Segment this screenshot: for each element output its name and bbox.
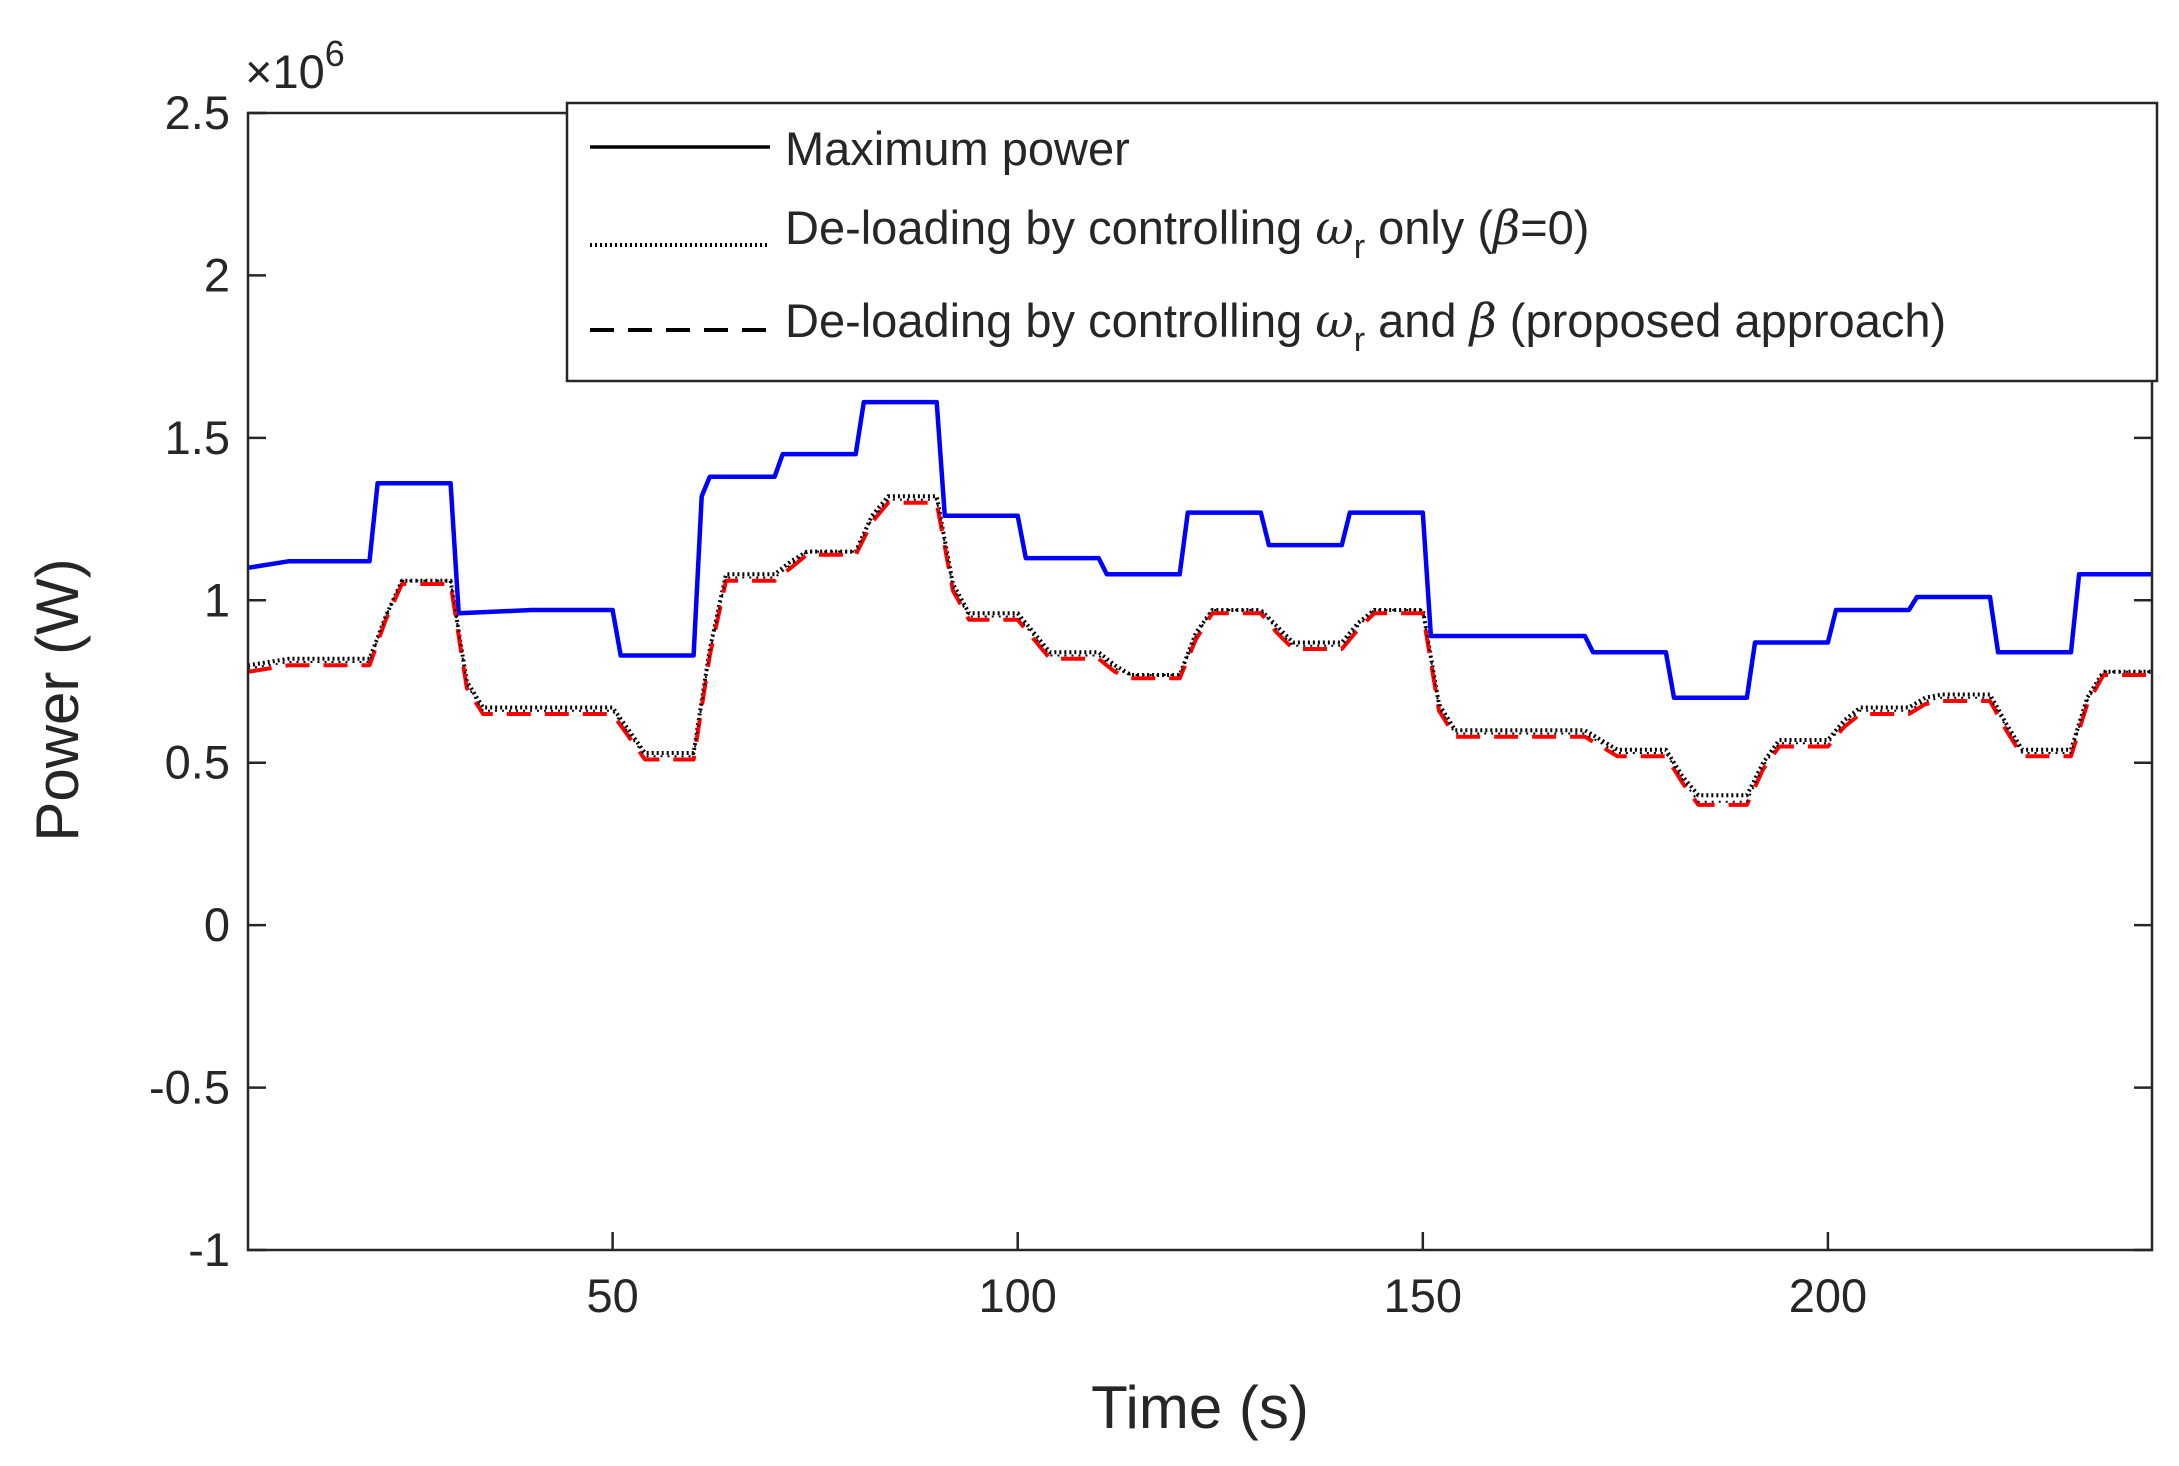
series-layer	[248, 399, 2152, 807]
y-axis-exponent-power: 6	[325, 33, 345, 74]
y-tick-label: 2	[204, 248, 230, 301]
x-tick-label: 200	[1789, 1269, 1867, 1322]
legend-box	[565, 101, 2159, 383]
y-tick-label: 0	[204, 898, 230, 951]
legend-label-omega-only: De-loading by controlling ωr only (β=0)	[785, 201, 1589, 266]
series-line-1	[248, 399, 2152, 700]
y-tick-label: -0.5	[149, 1061, 230, 1114]
x-tick-label: 150	[1384, 1269, 1462, 1322]
series-line-3	[248, 500, 2152, 807]
legend-label-omega-beta: De-loading by controlling ωr and β (prop…	[785, 294, 1946, 359]
legend-label-max-power: Maximum power	[785, 122, 1130, 175]
x-axis-title: Time (s)	[1091, 1374, 1309, 1441]
y-axis-exponent-base: ×10	[245, 45, 325, 98]
y-axis-title: Power (W)	[24, 558, 91, 841]
x-tick-label: 50	[586, 1269, 638, 1322]
y-tick-label: 0.5	[165, 736, 230, 789]
y-tick-label: -1	[188, 1223, 230, 1276]
y-tick-label: 1.5	[165, 411, 230, 464]
legend: Maximum power De-loading by controlling …	[565, 101, 2159, 383]
series-line-2	[248, 494, 2152, 798]
x-tick-label: 100	[978, 1269, 1056, 1322]
y-tick-label: 2.5	[165, 86, 230, 139]
y-tick-label: 1	[204, 573, 230, 626]
y-axis-exponent: ×106	[245, 33, 345, 98]
